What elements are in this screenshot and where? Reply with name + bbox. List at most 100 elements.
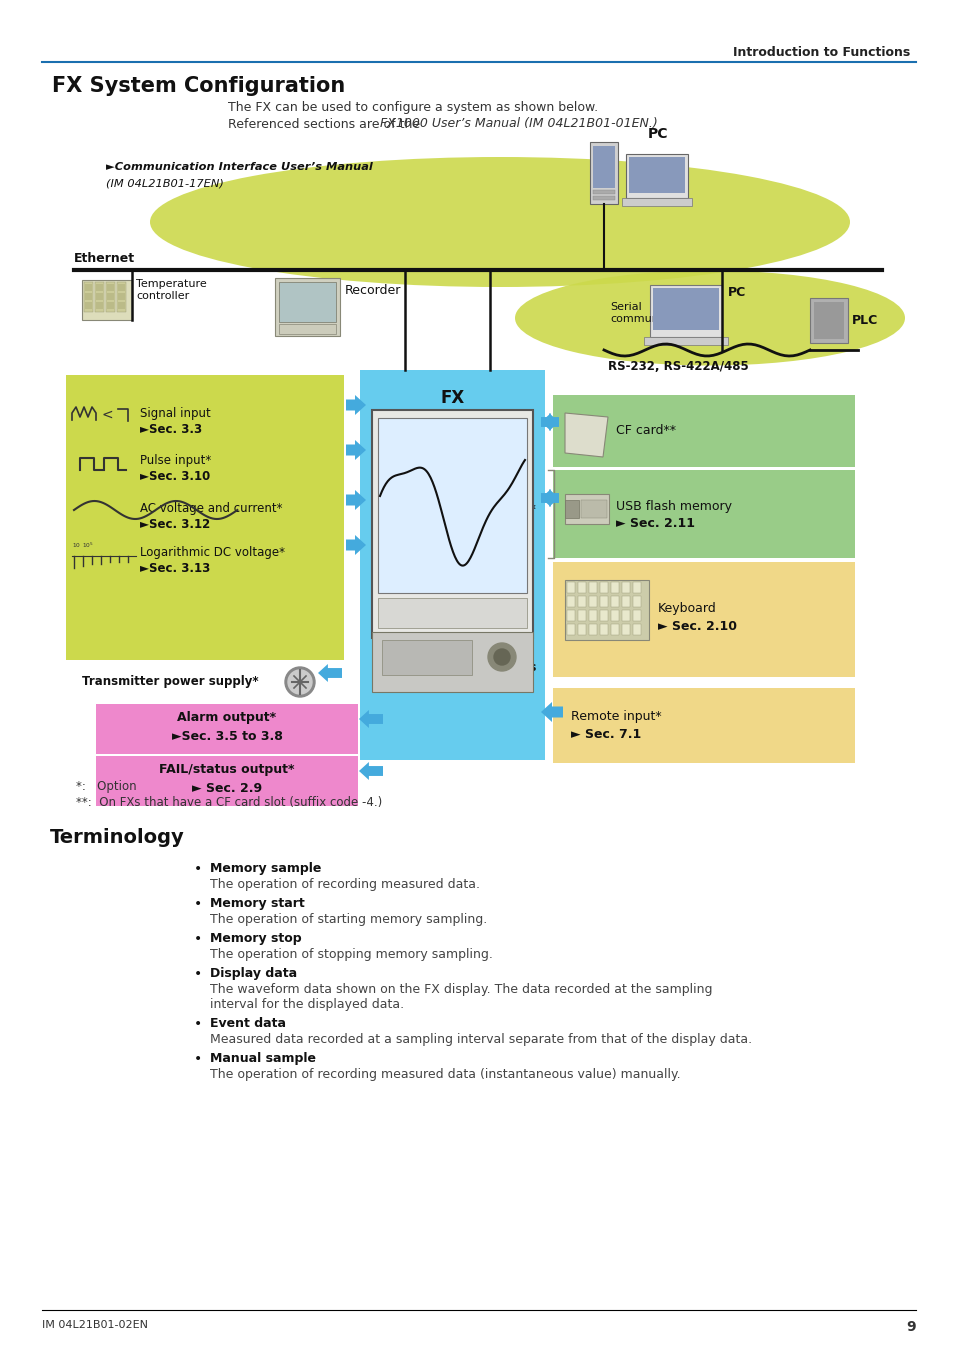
Bar (66, 375, 344, 660)
Text: **:  On FXs that have a CF card slot (suffix code -4.): **: On FXs that have a CF card slot (suf… (76, 796, 382, 809)
Text: Event data: Event data (210, 1017, 286, 1030)
Bar (649, 285, 721, 338)
Bar (372, 632, 533, 693)
Bar (553, 562, 854, 676)
Text: Temperature
controller: Temperature controller (136, 279, 207, 301)
FancyArrow shape (540, 413, 558, 431)
Circle shape (285, 667, 314, 697)
Text: Display data: Display data (210, 967, 296, 980)
Bar (566, 582, 575, 593)
Text: Logarithmic DC voltage*: Logarithmic DC voltage* (140, 545, 285, 559)
Bar (564, 500, 578, 518)
Text: Memory start: Memory start (210, 896, 304, 910)
Bar (117, 282, 126, 312)
Bar (578, 595, 585, 608)
Bar (610, 582, 618, 593)
Text: ►Sec. 3.5 to 3.8: ►Sec. 3.5 to 3.8 (172, 729, 282, 742)
Bar (593, 190, 615, 194)
Text: 9: 9 (905, 1320, 915, 1334)
Bar (633, 624, 640, 634)
Bar (588, 595, 597, 608)
Bar (107, 302, 113, 309)
Text: AC voltage and current*: AC voltage and current* (140, 502, 282, 514)
Text: FX: FX (440, 389, 464, 406)
Text: •: • (193, 1017, 202, 1031)
Text: The operation of starting memory sampling.: The operation of starting memory samplin… (210, 913, 487, 926)
Bar (274, 278, 339, 336)
Text: •: • (193, 1052, 202, 1066)
Text: *:   Option: *: Option (76, 780, 136, 792)
Bar (621, 582, 629, 593)
Bar (578, 582, 585, 593)
Bar (633, 595, 640, 608)
Text: interval for the displayed data.: interval for the displayed data. (210, 998, 404, 1011)
Text: Referenced sections are of the: Referenced sections are of the (228, 117, 424, 131)
Text: PC: PC (647, 127, 667, 140)
Ellipse shape (515, 270, 904, 366)
Text: Keyboard: Keyboard (658, 602, 716, 616)
Bar (95, 282, 104, 312)
Bar (278, 324, 335, 333)
Text: Remote input*: Remote input* (571, 710, 661, 724)
Bar (593, 146, 615, 188)
Bar (566, 610, 575, 621)
Bar (372, 410, 533, 639)
FancyArrow shape (540, 489, 558, 508)
Bar (599, 624, 607, 634)
Bar (96, 284, 103, 292)
Bar (621, 610, 629, 621)
Bar (578, 610, 585, 621)
Circle shape (488, 643, 516, 671)
Bar (593, 196, 615, 200)
Text: Memory stop: Memory stop (210, 931, 301, 945)
Text: USB flash memory: USB flash memory (616, 500, 731, 513)
Text: Pulse input*: Pulse input* (140, 454, 211, 467)
Bar (809, 298, 847, 343)
Bar (553, 688, 854, 763)
FancyArrow shape (346, 490, 366, 510)
Bar (566, 624, 575, 634)
Text: IM 04L21B01-02EN: IM 04L21B01-02EN (42, 1320, 148, 1330)
Bar (621, 595, 629, 608)
FancyArrow shape (358, 710, 382, 728)
Text: Signal input: Signal input (140, 406, 211, 420)
Bar (588, 582, 597, 593)
FancyArrow shape (346, 396, 366, 414)
Text: $^{10^5}$: $^{10^5}$ (82, 541, 93, 551)
Bar (107, 293, 113, 300)
FancyArrow shape (346, 535, 366, 555)
Text: ►Sec. 3.3: ►Sec. 3.3 (140, 423, 202, 436)
Text: PLC: PLC (851, 313, 878, 327)
Bar (553, 470, 854, 558)
Text: ►Sec. 3.12: ►Sec. 3.12 (140, 518, 210, 531)
Bar (359, 370, 544, 760)
Bar (381, 640, 472, 675)
Bar (553, 396, 854, 467)
Bar (610, 624, 618, 634)
Text: ►Sec. 3.13: ►Sec. 3.13 (140, 562, 210, 575)
Text: CF card**: CF card** (616, 424, 676, 436)
Text: Introduction to Functions: Introduction to Functions (732, 46, 909, 58)
Text: <: < (102, 408, 113, 423)
Bar (599, 582, 607, 593)
Bar (633, 582, 640, 593)
Text: Memory sample: Memory sample (210, 863, 321, 875)
Text: The operation of recording measured data (instantaneous value) manually.: The operation of recording measured data… (210, 1068, 679, 1081)
Bar (610, 595, 618, 608)
Bar (621, 198, 691, 207)
Text: Transmitter power supply*: Transmitter power supply* (82, 675, 258, 688)
Bar (84, 282, 92, 312)
Text: ► Sec. 2.11: ► Sec. 2.11 (616, 517, 695, 531)
Bar (813, 302, 843, 339)
Bar (96, 756, 357, 806)
Bar (610, 610, 618, 621)
Text: Measured data recorded at a sampling interval separate from that of the display : Measured data recorded at a sampling int… (210, 1033, 751, 1046)
Text: Recorder: Recorder (345, 284, 401, 297)
Text: •: • (193, 967, 202, 981)
FancyArrow shape (317, 664, 341, 682)
Text: FX System Configuration: FX System Configuration (52, 76, 345, 96)
FancyArrow shape (540, 489, 558, 508)
Bar (82, 279, 132, 320)
Text: Keys: Keys (503, 662, 537, 675)
Bar (599, 610, 607, 621)
